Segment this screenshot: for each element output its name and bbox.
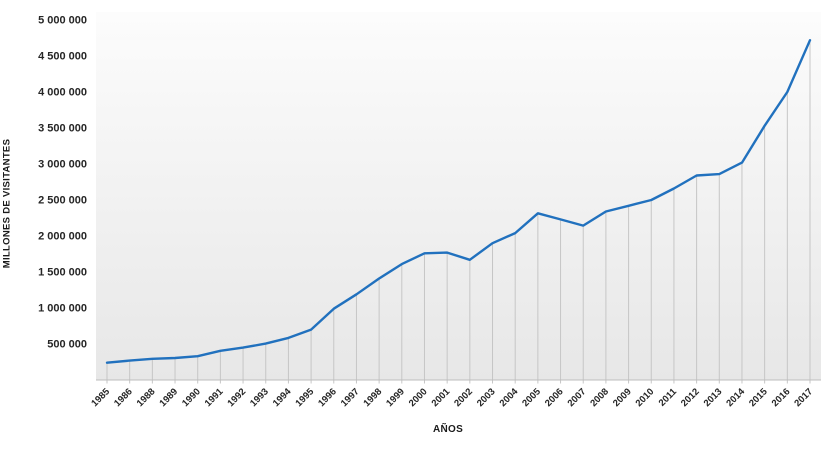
- x-tick-label: 1999: [384, 386, 407, 409]
- x-tick-label: 2012: [679, 386, 702, 409]
- x-axis-title: AÑOS: [432, 424, 464, 435]
- series-line-visitantes: [105, 39, 812, 364]
- x-tick-label: 1992: [225, 386, 248, 409]
- x-tick-label: 1993: [248, 386, 271, 409]
- x-tick-label: 2010: [634, 386, 657, 409]
- x-tick-label: 1989: [157, 386, 180, 409]
- x-tick-label: 1988: [135, 386, 158, 409]
- x-tick-label: 1997: [339, 386, 362, 409]
- x-tick-label: 1995: [293, 386, 316, 409]
- x-tick-label: 2002: [452, 386, 475, 409]
- y-axis-title: MILLONES DE VISITANTES: [1, 138, 13, 269]
- y-tick-label: 3 000 000: [38, 159, 87, 171]
- x-tick-label: 2009: [611, 386, 634, 409]
- y-tick-label: 1 000 000: [38, 303, 87, 315]
- x-tick-label: 2016: [770, 386, 793, 409]
- x-tick-label: 2011: [657, 386, 680, 409]
- x-tick-label: 2013: [702, 386, 725, 409]
- y-tick-label: 1 500 000: [38, 267, 87, 279]
- x-tick-label: 2014: [724, 386, 747, 409]
- y-tick-label: 3 500 000: [38, 123, 87, 135]
- y-tick-label: 2 000 000: [38, 231, 87, 243]
- y-tick-label: 4 000 000: [38, 87, 87, 99]
- x-tick-label: 2003: [475, 386, 498, 409]
- x-tick-label: 2000: [407, 386, 430, 409]
- x-tick-label: 2017: [792, 386, 815, 409]
- x-tick-label: 1986: [112, 386, 135, 409]
- y-tick-label: 4 500 000: [38, 51, 87, 63]
- x-tick-label: 2015: [747, 386, 770, 409]
- y-tick-label: 2 500 000: [38, 195, 87, 207]
- x-tick-label: 2001: [430, 386, 453, 409]
- y-tick-label: 500 000: [47, 339, 87, 351]
- x-tick-label: 2006: [543, 386, 566, 409]
- x-tick-label: 2005: [520, 386, 543, 409]
- x-tick-label: 1998: [362, 386, 385, 409]
- x-tick-label: 1996: [316, 386, 339, 409]
- x-tick-label: 1990: [180, 386, 203, 409]
- x-tick-label: 2004: [498, 386, 521, 409]
- x-tick-label: 1985: [89, 386, 112, 409]
- x-tick-label: 2008: [588, 386, 611, 409]
- plot-area: [96, 12, 821, 380]
- y-tick-label: 5 000 000: [38, 15, 87, 27]
- x-tick-label: 1991: [203, 386, 226, 409]
- x-tick-label: 2007: [566, 386, 589, 409]
- x-tick-label: 1994: [271, 386, 294, 409]
